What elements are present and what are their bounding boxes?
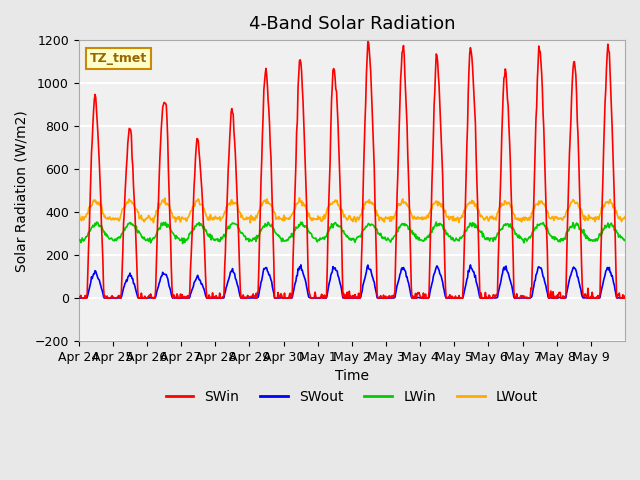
Title: 4-Band Solar Radiation: 4-Band Solar Radiation xyxy=(248,15,455,33)
Legend: SWin, SWout, LWin, LWout: SWin, SWout, LWin, LWout xyxy=(160,384,543,409)
Y-axis label: Solar Radiation (W/m2): Solar Radiation (W/m2) xyxy=(15,110,29,272)
Text: TZ_tmet: TZ_tmet xyxy=(90,52,147,65)
X-axis label: Time: Time xyxy=(335,370,369,384)
